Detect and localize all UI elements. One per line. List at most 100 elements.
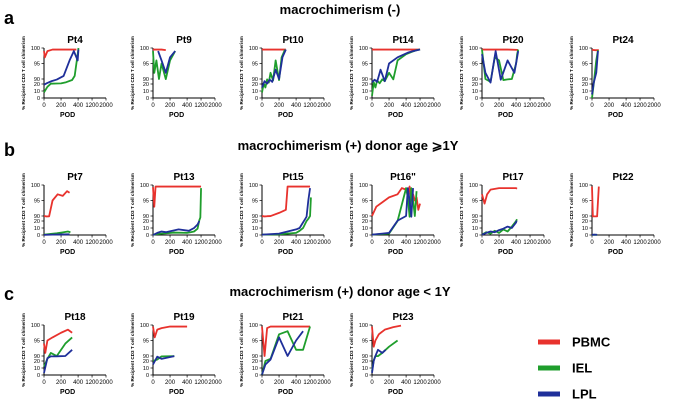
y-axis-label: % Recipient CD3 T cell chimerism [130,36,135,110]
series-line-pbmc [261,185,311,218]
legend-label-lpl: LPL [572,387,597,402]
x-tick-label: 1200 [85,103,99,109]
x-axis-label: POD [60,389,75,396]
series-line-lpl [591,51,599,95]
y-tick-label: 10 [472,89,478,95]
series-line-pbmc [261,325,311,357]
panel-title: Pt20 [502,35,524,46]
series-line-iel [261,49,286,93]
y-tick-label: 20 [143,82,149,88]
x-tick-label: 200 [274,240,285,246]
y-tick-label: 20 [34,219,40,225]
x-tick-label: 0 [370,380,374,386]
y-tick-label: 100 [31,323,40,329]
y-tick-label: 100 [249,46,258,52]
y-tick-label: 90 [472,214,478,220]
y-tick-label: 100 [249,183,258,189]
series-line-pbmc [371,324,402,348]
x-tick-label: 0 [151,103,155,109]
y-tick-label: 90 [582,77,588,83]
y-tick-label: 100 [359,46,368,52]
x-tick-label: 1200 [303,240,317,246]
y-axis-label: % Recipient CD3 T cell chimerism [569,173,574,247]
series-line-pbmc [152,185,202,208]
series-line-lpl [43,49,80,86]
x-axis-label: POD [388,112,403,119]
y-tick-label: 10 [362,89,368,95]
y-tick-label: 95 [582,62,588,68]
y-tick-label: 20 [362,359,368,365]
y-tick-label: 10 [252,226,258,232]
series-line-pbmc [591,186,600,218]
x-tick-label: 400 [73,240,84,246]
y-tick-label: 10 [143,226,149,232]
y-tick-label: 10 [362,226,368,232]
y-tick-label: 0 [146,96,149,102]
row-a-title: macrochimerism (-) [280,2,401,17]
x-axis-label: POD [60,112,75,119]
x-tick-label: 400 [401,240,412,246]
x-axis-label: POD [388,249,403,256]
y-tick-label: 90 [362,214,368,220]
y-tick-label: 100 [31,183,40,189]
series-line-lpl [43,349,73,374]
x-tick-label: 2000 [208,240,222,246]
series-line-iel [43,47,80,93]
y-tick-label: 95 [34,199,40,205]
panel-title: Pt13 [173,172,195,183]
y-tick-label: 0 [255,233,258,239]
y-tick-label: 0 [585,233,588,239]
series-line-iel [152,50,176,81]
x-axis-label: POD [498,112,513,119]
y-tick-label: 95 [362,339,368,345]
x-tick-label: 200 [165,380,176,386]
y-tick-label: 0 [146,233,149,239]
legend-label-pbmc: PBMC [572,335,611,350]
y-tick-label: 90 [34,354,40,360]
y-tick-label: 0 [37,373,40,379]
x-tick-label: 400 [182,380,193,386]
x-tick-label: 200 [274,103,285,109]
y-tick-label: 95 [252,62,258,68]
y-tick-label: 20 [252,82,258,88]
x-tick-label: 200 [604,240,615,246]
x-tick-label: 400 [511,103,522,109]
x-tick-label: 1200 [303,103,317,109]
row-b-title: macrochimerism (+) donor age ⩾1Y [238,138,459,153]
x-tick-label: 0 [370,103,374,109]
y-tick-label: 100 [469,183,478,189]
x-tick-label: 400 [73,103,84,109]
x-tick-label: 1200 [194,380,208,386]
panel-title: Pt17 [502,172,524,183]
y-axis-label: % Recipient CD3 T cell chimerism [239,173,244,247]
series-line-lpl [157,50,176,74]
y-tick-label: 20 [143,359,149,365]
y-tick-label: 0 [365,233,368,239]
series-line-pbmc [153,48,166,52]
panel-title: Pt4 [67,35,83,46]
y-axis-label: % Recipient CD3 T cell chimerism [239,313,244,387]
series-line-lpl [481,50,520,84]
y-tick-label: 0 [365,373,368,379]
x-tick-label: 2000 [537,240,551,246]
x-tick-label: 1200 [303,380,317,386]
y-tick-label: 90 [143,77,149,83]
y-tick-label: 95 [143,199,149,205]
y-tick-label: 20 [582,219,588,225]
series-line-pbmc [152,325,188,339]
x-axis-label: POD [60,249,75,256]
y-tick-label: 20 [362,82,368,88]
y-tick-label: 0 [365,96,368,102]
y-axis-label: % Recipient CD3 T cell chimerism [459,36,464,110]
y-tick-label: 100 [469,46,478,52]
series-line-lpl [152,220,201,236]
y-axis-label: % Recipient CD3 T cell chimerism [349,313,354,387]
x-tick-label: 1200 [413,240,427,246]
x-tick-label: 2000 [208,103,222,109]
